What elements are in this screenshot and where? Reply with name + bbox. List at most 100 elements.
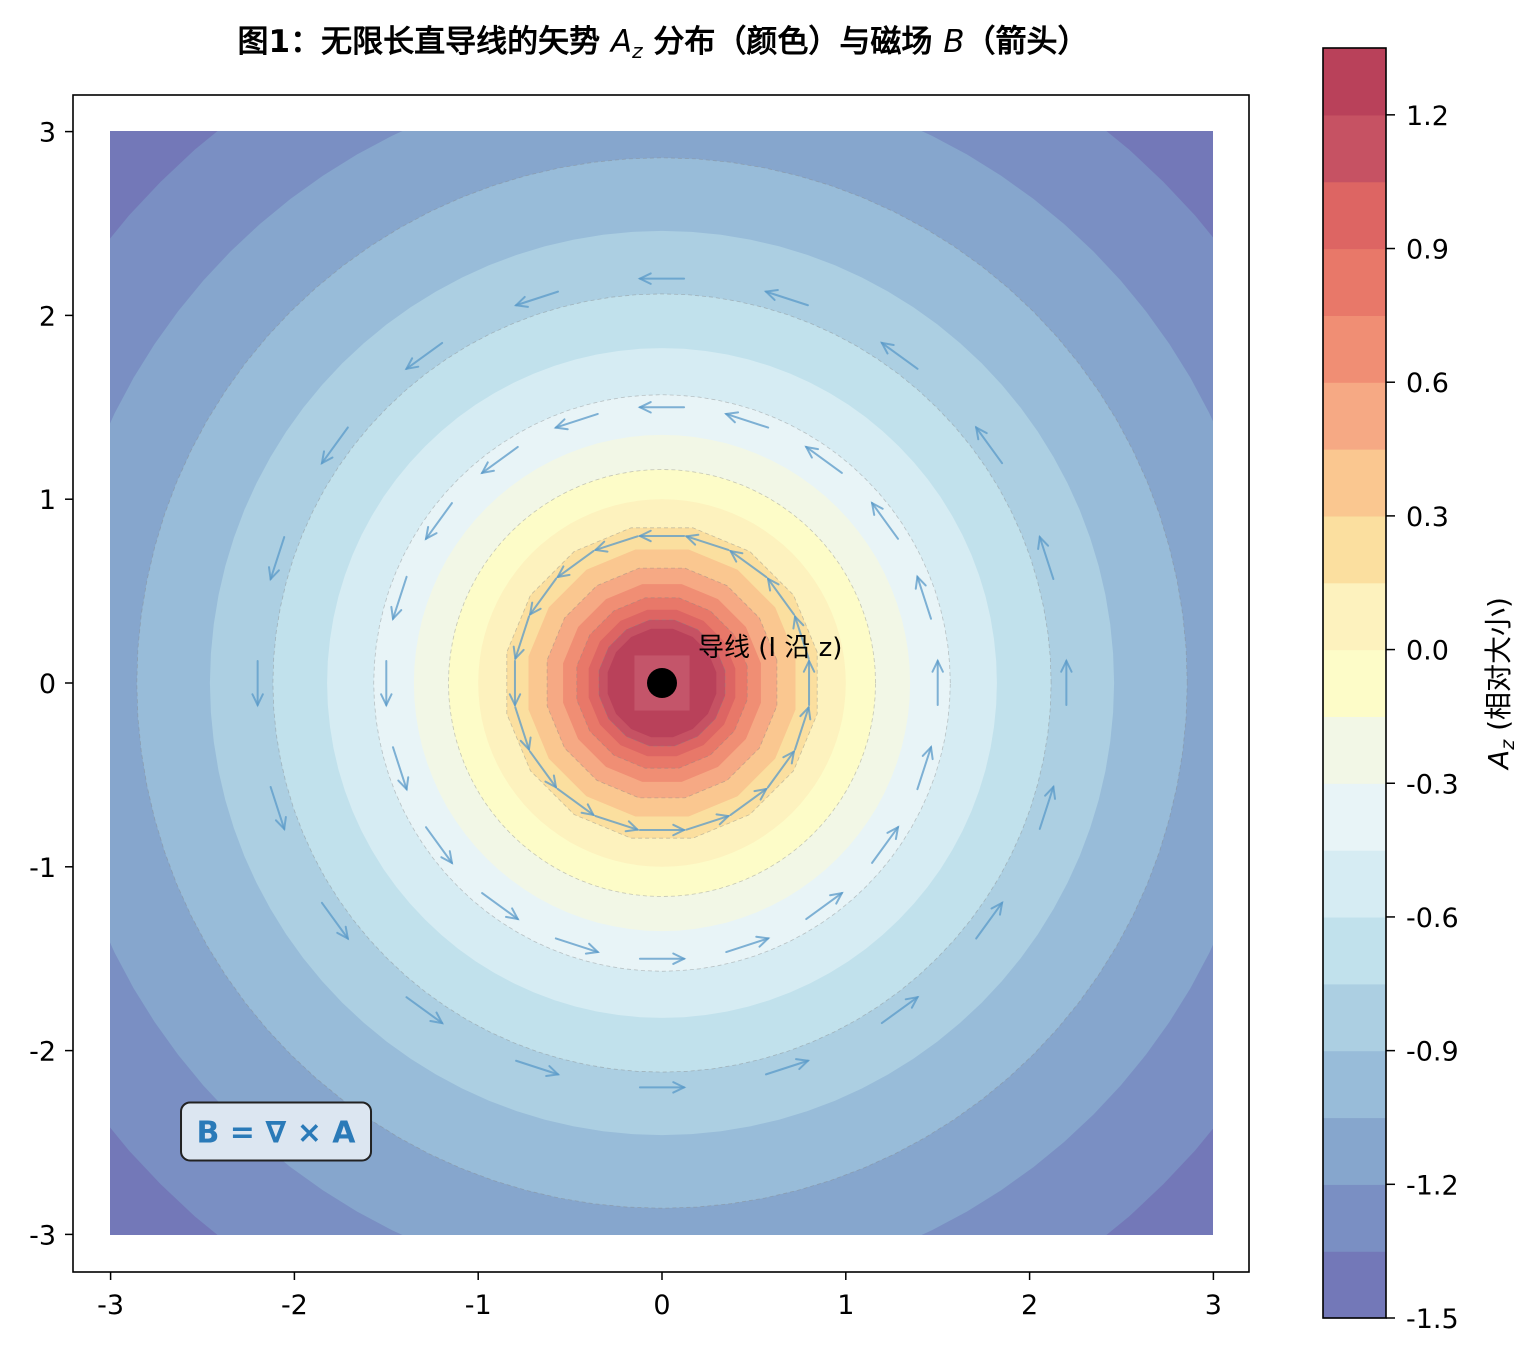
colorbar-band — [1323, 582, 1386, 651]
x-tick-label: 2 — [1021, 1290, 1038, 1321]
arrow-shaft — [556, 787, 595, 816]
field-arrow — [390, 575, 408, 621]
arrow-shaft — [975, 901, 1004, 940]
arrow-head — [624, 820, 640, 833]
arrow-shaft — [766, 750, 795, 789]
field-arrow — [514, 706, 532, 752]
arrow-shaft — [764, 290, 809, 307]
arrow-shaft — [764, 1059, 809, 1076]
chart-title: 图1：无限长直导线的矢势 Az 分布（颜色）与磁场 B（箭头） — [238, 24, 1089, 63]
field-arrow — [424, 502, 453, 541]
arrow-head — [320, 450, 334, 466]
field-arrow — [637, 529, 686, 543]
field-arrow — [725, 935, 771, 954]
colorbar-band — [1323, 1117, 1386, 1185]
arrow-head — [886, 825, 900, 841]
formula-text: B = ∇ × A — [196, 1115, 356, 1150]
field-arrow — [638, 823, 687, 837]
arrow-head — [440, 850, 454, 865]
arrow-head — [715, 813, 731, 826]
field-arrow — [380, 659, 393, 708]
field-arrow — [512, 615, 530, 661]
arrow-head — [684, 533, 700, 546]
field-arrow — [528, 577, 558, 617]
arrow-head — [672, 1081, 687, 1094]
field-arrow — [802, 658, 816, 707]
field-arrow — [804, 445, 843, 474]
arrow-shaft — [766, 577, 795, 616]
colorbar-frame — [1322, 47, 1387, 1319]
arrow-head — [782, 749, 796, 765]
colorbar-band — [1323, 1251, 1386, 1319]
arrow-head — [990, 900, 1004, 916]
field-arrow — [405, 996, 445, 1025]
arrow-shaft — [880, 996, 919, 1025]
arrow-shaft — [916, 746, 933, 791]
colorbar-band — [1323, 114, 1386, 183]
colorbar-tick-label: 1.2 — [1406, 101, 1449, 132]
arrow-head — [724, 411, 740, 424]
arrow-shaft — [320, 901, 349, 940]
arrow-head — [755, 935, 771, 948]
arrow-shaft — [514, 615, 530, 660]
arrow-shaft — [529, 750, 558, 789]
formula-box-frame — [180, 1101, 373, 1162]
arrow-shaft — [515, 290, 560, 307]
arrow-shaft — [729, 787, 768, 816]
contour-lines — [136, 157, 1188, 1209]
arrow-head — [390, 605, 403, 621]
contour-line — [506, 527, 818, 839]
arrow-head — [336, 925, 350, 941]
arrow-shaft — [269, 785, 286, 830]
field-arrow — [764, 1058, 811, 1076]
arrow-shaft — [320, 426, 349, 465]
arrow-shaft — [805, 445, 843, 474]
colorbar-ticks: -1.5 -1.2 -0.9 -0.6 -0.3 0.0 0.3 0.6 0.9 1.2 — [1386, 101, 1459, 1335]
arrow-shaft — [554, 412, 599, 429]
colorbar-tick-label: -0.9 — [1406, 1037, 1459, 1068]
arrow-head — [931, 658, 944, 673]
arrow-shaft — [269, 536, 286, 581]
arrow-head — [792, 614, 805, 630]
field-arrow — [508, 659, 522, 708]
field-arrow — [792, 614, 810, 660]
arrow-head — [637, 529, 652, 543]
field-arrow — [729, 787, 769, 816]
arrow-shaft — [481, 892, 519, 921]
wire-label: 导线 (I 沿 z) — [698, 633, 842, 663]
arrow-head — [512, 645, 525, 661]
arrow-head — [404, 357, 420, 371]
arrow-shaft — [594, 535, 639, 551]
field-arrow — [391, 746, 410, 792]
arrow-head — [519, 736, 532, 752]
field-arrow — [794, 705, 812, 751]
colorbar-band — [1323, 1184, 1386, 1252]
field-arrow — [728, 549, 768, 579]
colorbar-tick-label: 0.9 — [1406, 235, 1449, 266]
arrow-head — [504, 907, 520, 921]
field-arrow — [763, 288, 809, 307]
wire-marker — [647, 668, 677, 698]
arrow-shaft — [391, 575, 408, 620]
formula-box: B = ∇ × A — [180, 1101, 373, 1162]
arrow-head — [544, 774, 558, 790]
colorbar-band — [1323, 649, 1386, 718]
arrow-shaft — [725, 412, 770, 429]
x-tick-label: 0 — [653, 1290, 670, 1321]
arrow-head — [799, 705, 812, 721]
field-arrow — [931, 658, 944, 707]
arrow-head — [480, 461, 495, 475]
arrow-shaft — [975, 426, 1004, 465]
field-arrow — [766, 576, 795, 616]
colorbar-band — [1323, 716, 1386, 784]
arrow-head — [763, 288, 779, 301]
field-arrow — [974, 425, 1004, 465]
field-arrow — [724, 411, 770, 429]
arrow-head — [672, 823, 687, 837]
field-arrow — [975, 900, 1004, 940]
arrow-shaft — [405, 341, 444, 370]
magnetic-field-arrows — [251, 272, 1073, 1094]
field-arrow — [529, 750, 558, 790]
arrow-shaft — [871, 502, 900, 540]
contour-line — [136, 157, 1188, 1209]
